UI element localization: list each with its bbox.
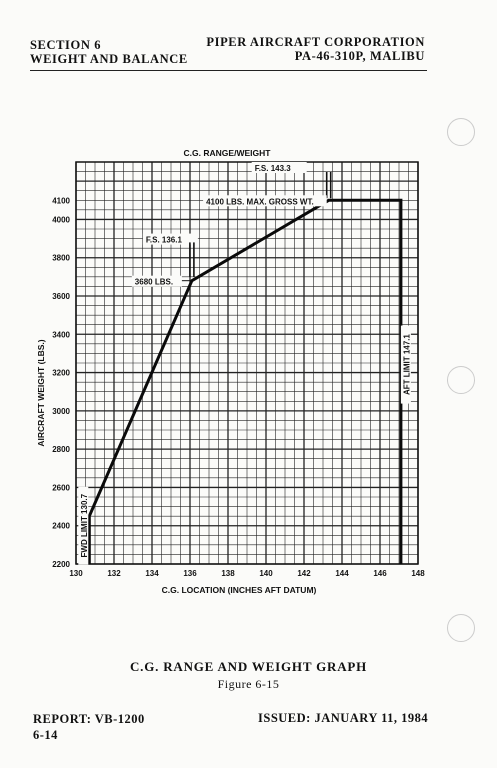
y-tick-label: 4000: [52, 215, 70, 224]
report-number: REPORT: VB-1200: [33, 712, 145, 726]
aft-limit-label-bg: [400, 325, 411, 404]
x-tick-label: 140: [259, 569, 273, 578]
issue-date: ISSUED: JANUARY 11, 1984: [258, 711, 429, 725]
aft-limit-label: AFT LIMIT 147.1: [402, 334, 411, 395]
y-tick-label: 2400: [52, 522, 70, 531]
fwd-limit-label-bg: [78, 486, 89, 565]
header-rule: [30, 70, 427, 71]
x-tick-label: 146: [373, 569, 387, 578]
fs-143-label-bg: [251, 162, 307, 173]
y-tick-label: 2800: [52, 445, 70, 454]
fwd-limit-label-group: FWD LIMIT 130.7: [78, 486, 89, 565]
y-tick-label: 3800: [52, 254, 70, 263]
aircraft-model: PA-46-310P, MALIBU: [294, 49, 425, 63]
section-number: SECTION 6: [30, 38, 102, 52]
lbs-3680-label: 3680 LBS.: [135, 278, 173, 287]
y-tick-label: 3600: [52, 292, 70, 301]
y-tick-label: 2200: [52, 560, 70, 569]
plot-frame: [75, 161, 419, 565]
x-tick-label: 138: [221, 569, 235, 578]
x-tick-label: 144: [335, 569, 349, 578]
binder-hole: [447, 118, 475, 146]
figure-title: C.G. RANGE AND WEIGHT GRAPH: [129, 659, 368, 674]
max-gross-label-bg: [203, 195, 327, 207]
binder-hole: [447, 366, 475, 394]
x-tick-label: 148: [411, 569, 425, 578]
y-tick-label: 2600: [52, 483, 70, 492]
y-tick-label: 3000: [52, 407, 70, 416]
cg-range-weight-chart: 130 132 134 136 138 140 142 144 146 148 2200 2400 26…: [36, 148, 425, 595]
fs-143-label: F.S. 143.3: [255, 164, 292, 173]
y-tick-label: 3400: [52, 330, 70, 339]
max-gross-label: 4100 LBS. MAX. GROSS WT.: [206, 197, 314, 206]
x-tick-label: 130: [69, 569, 83, 578]
binder-hole: [447, 614, 475, 642]
cg-envelope-line: [87, 198, 403, 564]
page-number: 6-14: [33, 728, 58, 742]
fwd-limit-label: FWD LIMIT 130.7: [80, 493, 89, 557]
x-tick-label: 142: [297, 569, 311, 578]
aft-limit-label-group: AFT LIMIT 147.1: [400, 325, 411, 404]
x-tick-label: 136: [183, 569, 197, 578]
y-tick-label: 4100: [52, 196, 70, 205]
y-axis-title: AIRCRAFT WEIGHT (LBS.): [36, 339, 46, 446]
x-axis-title: C.G. LOCATION (INCHES AFT DATUM): [162, 585, 317, 595]
y-tick-label: 3200: [52, 369, 70, 378]
x-tick-label: 132: [107, 569, 121, 578]
x-tick-label: 134: [145, 569, 159, 578]
company-header: PIPER AIRCRAFT CORPORATION PA-46-310P, M…: [206, 35, 425, 63]
lbs-3680-label-bg: [131, 275, 182, 287]
section-title: WEIGHT AND BALANCE: [30, 52, 188, 66]
chart-title: C.G. RANGE/WEIGHT: [184, 148, 272, 158]
figure-number: Figure 6-15: [217, 677, 280, 691]
section-header: SECTION 6 WEIGHT AND BALANCE: [30, 38, 188, 66]
company-name: PIPER AIRCRAFT CORPORATION: [206, 35, 425, 49]
fs-136-label: F.S. 136.1: [146, 236, 183, 245]
fs-136-label-bg: [142, 233, 198, 245]
